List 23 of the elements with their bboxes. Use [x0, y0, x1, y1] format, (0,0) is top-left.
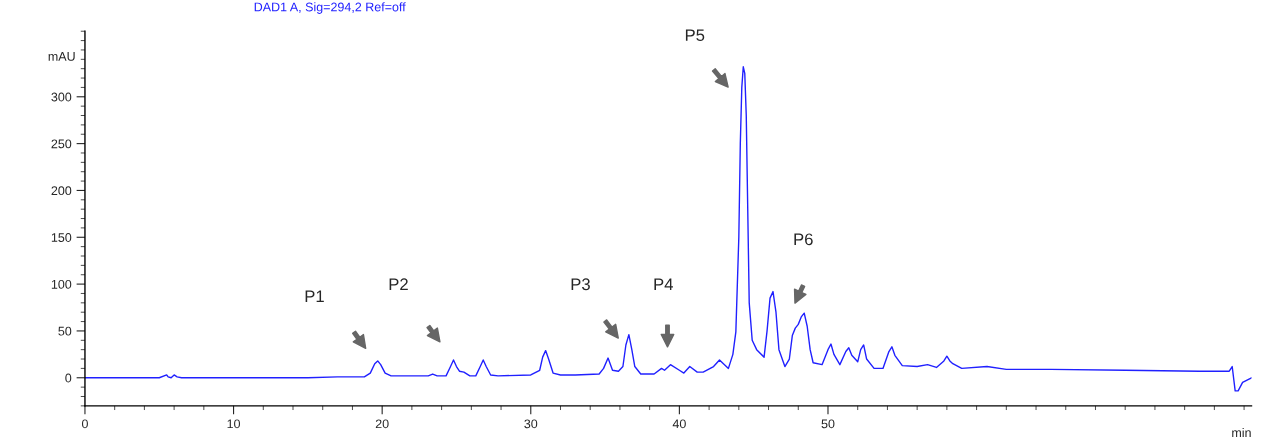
- y-tick-label: 300: [51, 92, 72, 102]
- annotation: P2: [389, 278, 408, 291]
- y-tick-label: 0: [65, 373, 72, 383]
- chart-title: DAD1 A, Sig=294,2 Ref=off: [254, 2, 406, 14]
- line-series: [84, 66, 1252, 392]
- y-tick-label: 50: [58, 326, 72, 336]
- x-tick-label: 20: [375, 419, 389, 429]
- y-tick-label: 200: [51, 186, 72, 196]
- x-tick-label: 50: [821, 419, 835, 429]
- annotation: P1: [305, 290, 324, 302]
- x-axis-title: min: [1232, 427, 1251, 437]
- y-tick-label: 250: [51, 139, 72, 149]
- y-tick-label: 150: [51, 233, 72, 242]
- annotation: P6: [794, 233, 813, 246]
- x-tick-label: 30: [524, 419, 538, 429]
- y-axis-title: mAU: [48, 52, 75, 61]
- annotation: P5: [685, 29, 705, 42]
- x-tick-label: 0: [81, 419, 88, 429]
- annotation: P4: [654, 278, 673, 291]
- annotation: P3: [571, 278, 590, 291]
- x-tick-label: 10: [227, 419, 241, 429]
- x-tick-label: 40: [672, 419, 686, 429]
- y-tick-label: 100: [51, 279, 72, 289]
